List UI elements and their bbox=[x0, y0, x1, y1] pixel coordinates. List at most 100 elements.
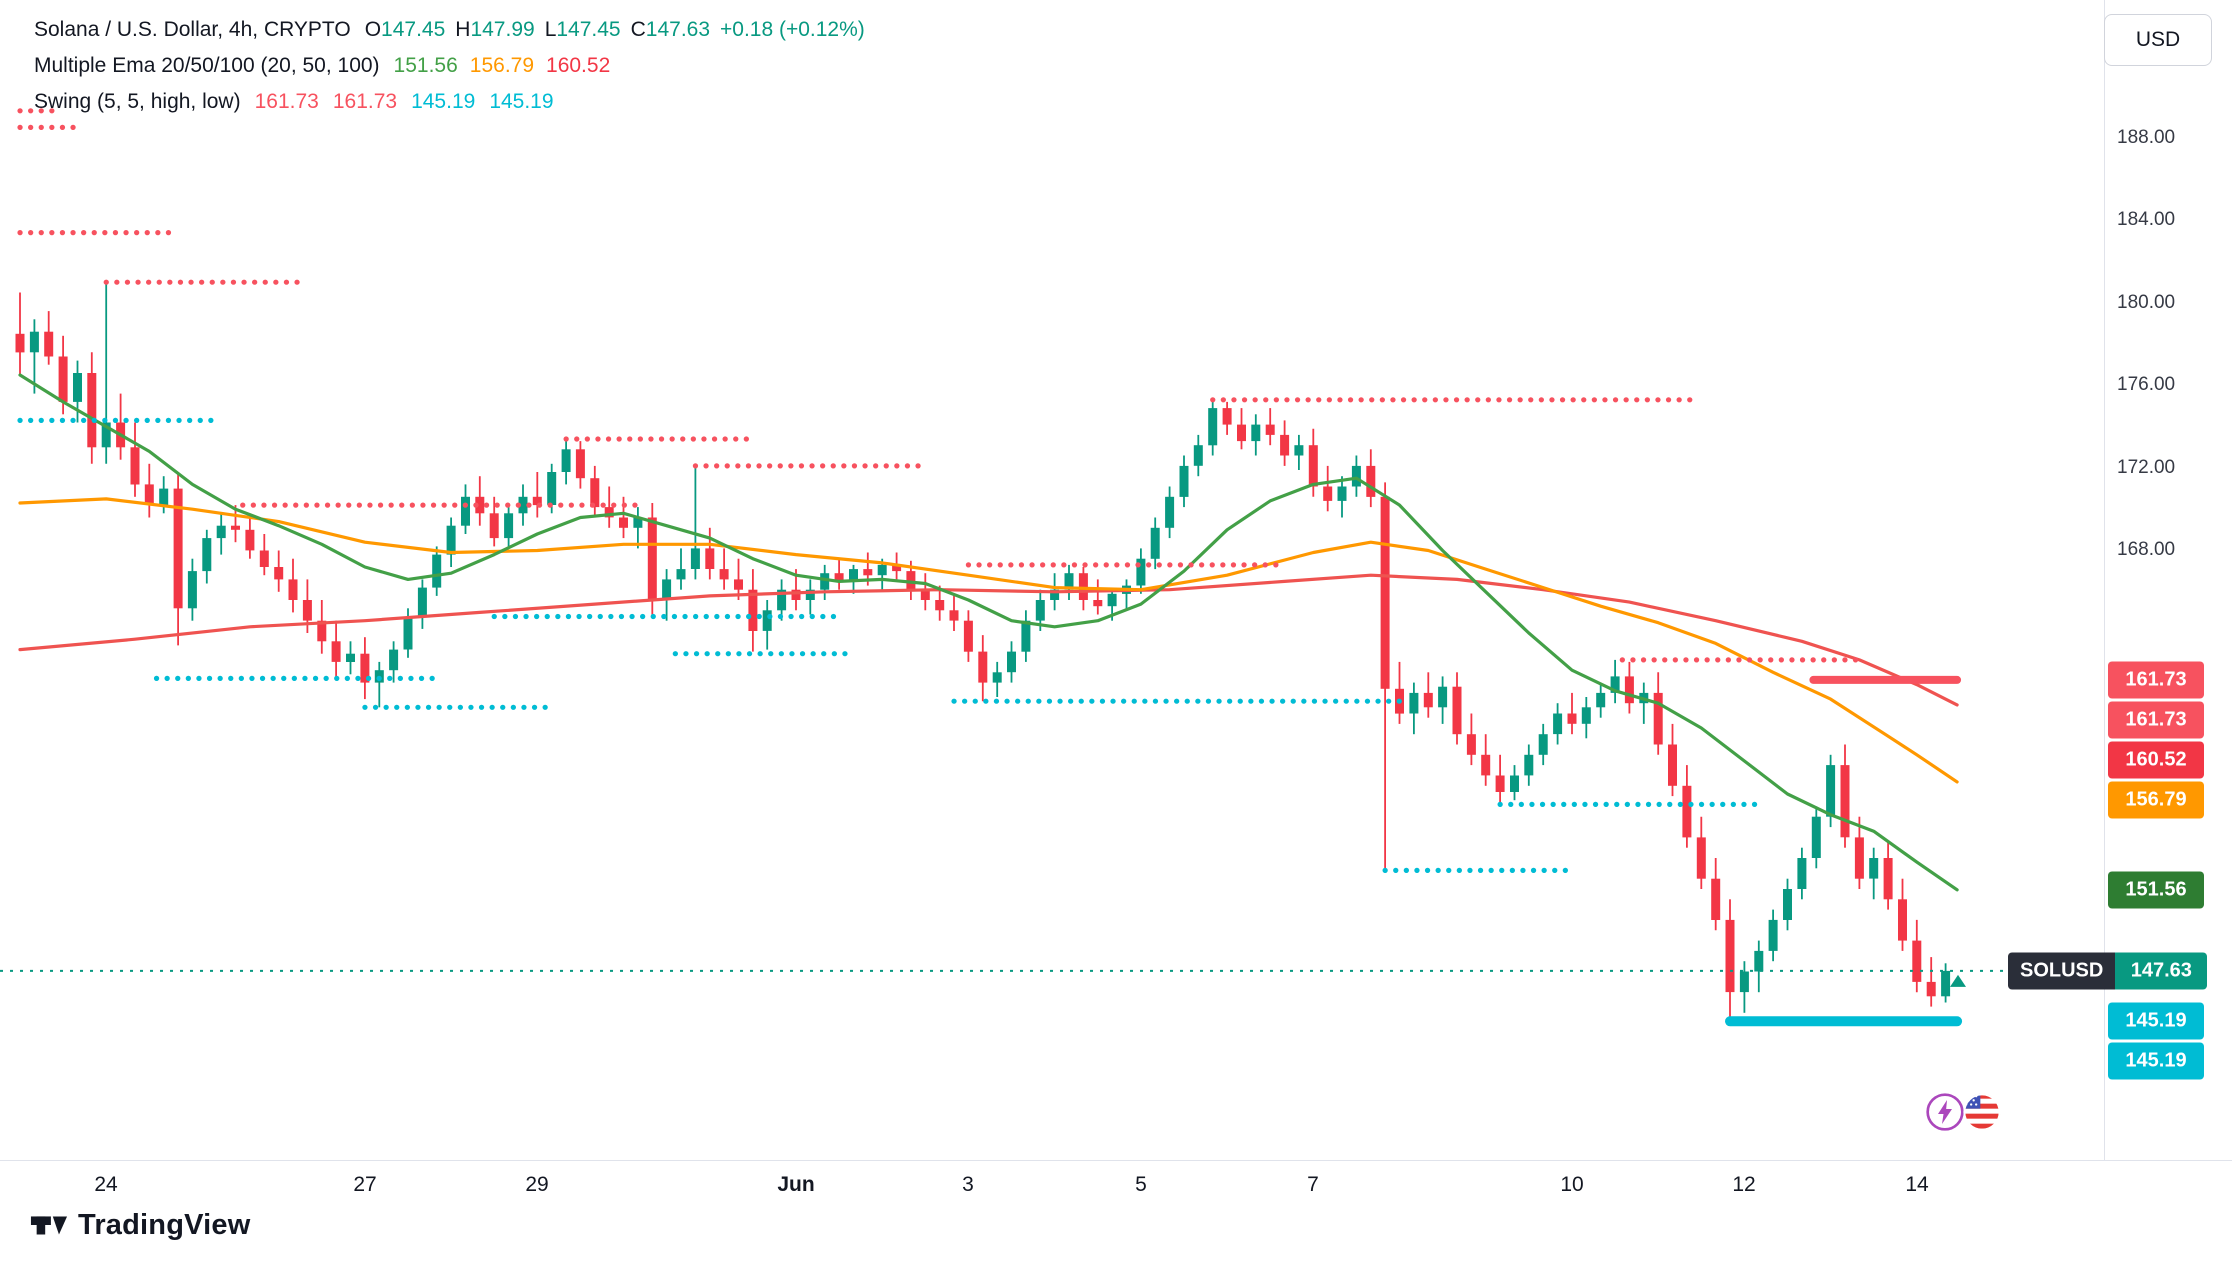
candle-body bbox=[159, 488, 169, 506]
candle-body bbox=[475, 496, 485, 514]
price-axis-label: 168.00 bbox=[2117, 539, 2176, 561]
candle-body bbox=[1007, 651, 1016, 673]
currency-button[interactable]: USD bbox=[2104, 14, 2212, 66]
ema-legend-row[interactable]: Multiple Ema 20/50/100 (20, 50, 100) 151… bbox=[34, 48, 865, 84]
time-axis-label: 12 bbox=[1732, 1173, 1756, 1196]
symbol-title[interactable]: Solana / U.S. Dollar, 4h, CRYPTO bbox=[34, 18, 351, 41]
time-axis[interactable]: 24 27 29 Jun 3 5 7 10 12 14 bbox=[0, 1160, 2232, 1207]
candle-body bbox=[1725, 919, 1735, 993]
candle-body bbox=[44, 331, 54, 357]
candle-body bbox=[202, 538, 212, 572]
candle-body bbox=[1165, 496, 1175, 528]
candle-body bbox=[1280, 434, 1290, 456]
candle-body bbox=[417, 587, 427, 617]
price-axis-label: 172.00 bbox=[2117, 456, 2176, 478]
candle-body bbox=[144, 484, 154, 505]
price-axis[interactable]: 188.00 184.00 180.00 176.00 172.00 168.00 156.… bbox=[2104, 0, 2232, 1160]
candle-body bbox=[259, 550, 269, 567]
candle-body bbox=[1567, 713, 1577, 724]
time-axis-label: 10 bbox=[1560, 1173, 1584, 1196]
candle-body bbox=[1624, 676, 1634, 704]
swing-legend-row[interactable]: Swing (5, 5, high, low) 161.73 161.73 14… bbox=[34, 84, 865, 120]
candle-body bbox=[1050, 589, 1060, 600]
symbol-legend-row[interactable]: Solana / U.S. Dollar, 4h, CRYPTO O 147.45… bbox=[34, 12, 865, 48]
candle-body bbox=[719, 569, 729, 580]
candle-body bbox=[547, 472, 557, 505]
candle-body bbox=[1610, 676, 1620, 693]
candle-body bbox=[1452, 686, 1462, 735]
candle-body bbox=[1035, 600, 1045, 621]
candle-body bbox=[963, 620, 973, 652]
candle-body bbox=[1150, 527, 1160, 559]
change-value: +0.18 (+0.12%) bbox=[720, 18, 865, 41]
time-axis-label: 24 bbox=[94, 1173, 118, 1196]
candle-body bbox=[992, 672, 1002, 683]
candle-body bbox=[633, 517, 643, 528]
candle-body bbox=[1524, 754, 1534, 776]
candle-body bbox=[949, 610, 959, 621]
candle-body bbox=[1696, 837, 1706, 879]
candle-body bbox=[1826, 765, 1836, 817]
candle-body bbox=[29, 331, 39, 353]
candle-body bbox=[762, 610, 772, 631]
candle-body bbox=[705, 548, 715, 569]
ema-indicator-title[interactable]: Multiple Ema 20/50/100 (20, 50, 100) bbox=[34, 54, 380, 77]
candle-body bbox=[1898, 899, 1907, 941]
candle-body bbox=[1869, 858, 1879, 879]
price-axis-label: 180.00 bbox=[2117, 291, 2176, 313]
candle-body bbox=[820, 573, 830, 590]
chart-plot-area[interactable] bbox=[0, 0, 2104, 1160]
candle-body bbox=[1912, 940, 1922, 982]
candle-body bbox=[1380, 496, 1390, 689]
candle-body bbox=[1941, 970, 1951, 997]
swing-low2-value: 145.19 bbox=[489, 90, 554, 113]
candle-body bbox=[1768, 919, 1778, 951]
candle-body bbox=[791, 589, 801, 600]
tradingview-wordmark: TradingView bbox=[78, 1208, 251, 1241]
candle-body bbox=[1711, 878, 1721, 920]
candle-body bbox=[173, 488, 183, 609]
candle-body bbox=[575, 449, 585, 479]
candle-body bbox=[1811, 816, 1821, 858]
low-label: L bbox=[544, 18, 557, 41]
tradingview-logo[interactable]: TradingView bbox=[30, 1206, 251, 1244]
candle-body bbox=[231, 525, 240, 530]
candle-body bbox=[1581, 707, 1591, 724]
candle-body bbox=[461, 496, 470, 526]
close-label: C bbox=[630, 18, 646, 41]
ema50-line bbox=[18, 497, 1959, 784]
candle-body bbox=[1294, 445, 1304, 456]
candle-body bbox=[1193, 445, 1203, 466]
candle-body bbox=[1854, 837, 1864, 879]
price-axis-label: 184.00 bbox=[2117, 209, 2176, 231]
low-value: L 147.45 bbox=[545, 18, 621, 42]
last-price-marker bbox=[1950, 974, 1966, 987]
candle-body bbox=[748, 589, 758, 631]
open-label: O bbox=[364, 18, 382, 41]
candle-body bbox=[532, 496, 542, 506]
candle-body bbox=[187, 571, 197, 609]
open-value: O 147.45 bbox=[365, 18, 446, 42]
candle-body bbox=[130, 447, 140, 485]
candle-body bbox=[1251, 424, 1261, 442]
candle-body bbox=[690, 548, 700, 569]
candle-body bbox=[1064, 573, 1074, 590]
candle-body bbox=[877, 564, 887, 576]
high-number: 147.99 bbox=[470, 18, 535, 41]
us-flag-icon[interactable] bbox=[1962, 1092, 2002, 1132]
candle-body bbox=[619, 517, 628, 528]
candle-body bbox=[662, 579, 672, 600]
candle-body bbox=[1510, 775, 1519, 792]
chart-canvas[interactable] bbox=[0, 0, 2104, 1160]
candle-body bbox=[1754, 950, 1764, 972]
candle-body bbox=[1883, 858, 1893, 900]
candle-body bbox=[346, 653, 355, 662]
price-axis-label: 156.00 bbox=[2117, 787, 2176, 809]
lightning-icon[interactable] bbox=[1925, 1092, 1965, 1132]
time-axis-label: Jun bbox=[777, 1173, 815, 1196]
swing-indicator-title[interactable]: Swing (5, 5, high, low) bbox=[34, 90, 241, 113]
candle-body bbox=[403, 616, 413, 650]
candle-body bbox=[245, 529, 255, 551]
candle-body bbox=[1926, 981, 1936, 997]
candle-body bbox=[446, 525, 456, 555]
